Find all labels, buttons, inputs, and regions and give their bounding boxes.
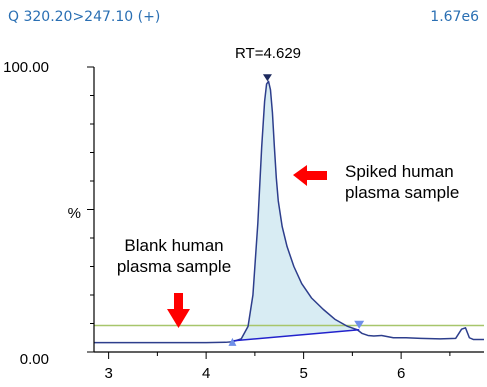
- blank-annotation-line1: Blank human: [124, 236, 223, 255]
- y-axis-label: %: [68, 205, 81, 222]
- integration-baseline: [232, 329, 360, 342]
- peak-area-layer: [232, 81, 360, 342]
- x-tick-label: 5: [299, 365, 307, 382]
- integration-end-marker: [354, 320, 365, 329]
- chromatogram-trace: [94, 80, 484, 344]
- marker-layer: [228, 74, 365, 346]
- blank-annotation-line2: plasma sample: [117, 257, 231, 276]
- spiked-annotation-line1: Spiked human: [345, 162, 454, 181]
- blank-arrow-icon: [167, 293, 190, 328]
- spiked-arrow-icon: [293, 165, 327, 186]
- y-tick-label-bottom: 0.00: [20, 351, 49, 368]
- intensity-label: 1.67e6: [430, 9, 479, 25]
- peak-apex-marker: [262, 74, 272, 82]
- x-tick-label: 3: [104, 365, 112, 382]
- integration-start-marker: [228, 337, 237, 346]
- spiked-annotation-line2: plasma sample: [345, 183, 459, 202]
- axis-layer: 3 4 5 6: [87, 66, 484, 382]
- y-tick-label-top: 100.00: [3, 59, 49, 76]
- trace-layer: [94, 80, 484, 344]
- x-tick-label: 4: [202, 365, 210, 382]
- peak-area-fill: [232, 81, 360, 342]
- x-tick-label: 6: [397, 365, 405, 382]
- peak-rt-label: RT=4.629: [235, 45, 301, 62]
- trace-title: Q 320.20>247.10 (+): [8, 9, 161, 25]
